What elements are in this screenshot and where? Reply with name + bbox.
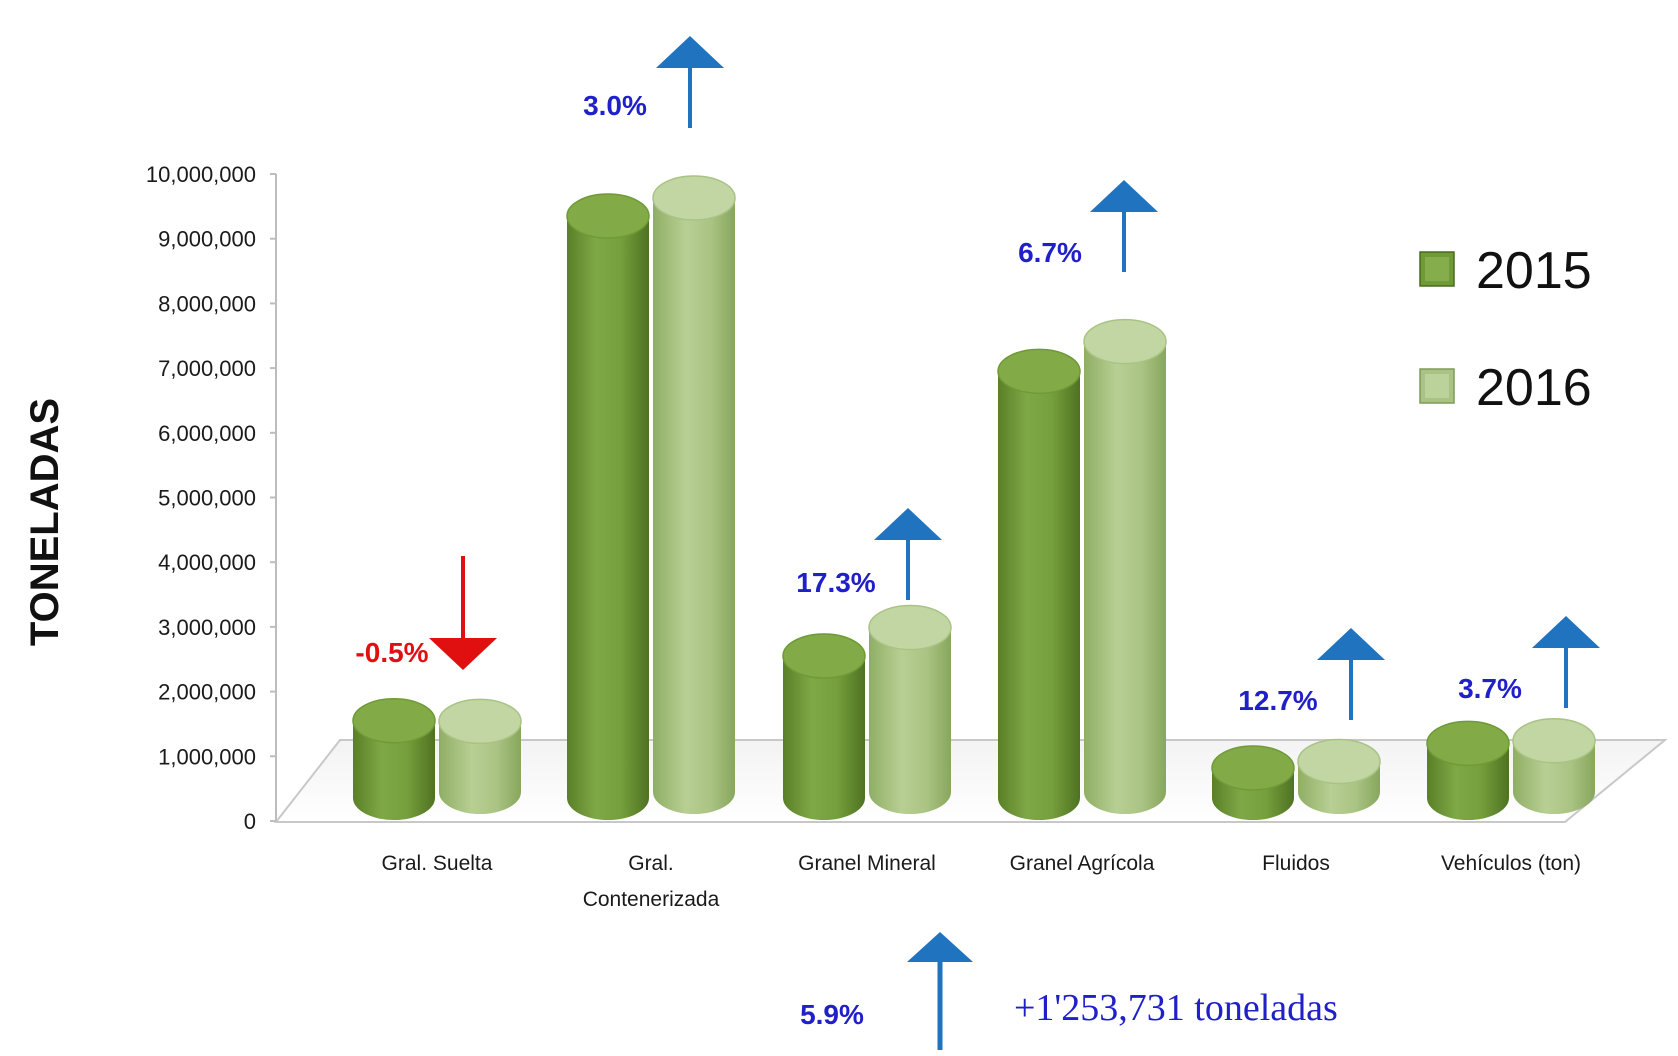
y-tick-label: 8,000,000 bbox=[158, 291, 256, 316]
x-category-label: Granel Mineral bbox=[798, 852, 936, 875]
bar-2016-0 bbox=[438, 698, 522, 814]
bar-body bbox=[653, 197, 735, 815]
bar-body bbox=[998, 371, 1080, 820]
bar-top bbox=[1512, 718, 1596, 764]
bar-top bbox=[997, 348, 1081, 395]
bar-top bbox=[1297, 738, 1381, 785]
bar-2015-2 bbox=[782, 633, 866, 820]
category-labels: Gral. Suelta Gral. Contenerizada Granel Min… bbox=[382, 852, 1581, 911]
y-tick-label: 10,000,000 bbox=[146, 162, 256, 187]
bar-2016-5 bbox=[1512, 718, 1596, 814]
increase-arrow bbox=[1090, 180, 1158, 272]
x-category-label: Fluidos bbox=[1262, 852, 1330, 875]
bar-top bbox=[1426, 720, 1510, 767]
y-tick-label: 2,000,000 bbox=[158, 680, 256, 705]
y-tick-label: 9,000,000 bbox=[158, 227, 256, 252]
bar-2016-3 bbox=[1083, 318, 1167, 814]
legend-label-2016: 2016 bbox=[1476, 359, 1592, 417]
increase-arrow bbox=[656, 36, 724, 128]
bar-2016-2 bbox=[868, 604, 952, 814]
bar-2016-4 bbox=[1297, 738, 1381, 814]
increase-arrow bbox=[874, 508, 942, 600]
bar-top bbox=[1211, 745, 1295, 791]
decrease-arrow bbox=[429, 556, 497, 670]
change-label: 6.7% bbox=[1018, 237, 1082, 268]
change-label: 3.0% bbox=[583, 90, 647, 121]
x-category-label: Gral. Suelta bbox=[382, 852, 493, 875]
change-label: -0.5% bbox=[355, 637, 428, 668]
y-tick-label: 1,000,000 bbox=[158, 744, 256, 769]
x-category-label: Vehículos (ton) bbox=[1441, 852, 1581, 875]
increase-arrow bbox=[1317, 628, 1385, 720]
change-label: 3.7% bbox=[1458, 673, 1522, 704]
y-tick-label: 4,000,000 bbox=[158, 550, 256, 575]
bars bbox=[352, 175, 1596, 820]
total-change-label: 5.9% bbox=[800, 999, 864, 1030]
y-tick-label: 0 bbox=[244, 809, 256, 834]
bar-body bbox=[439, 721, 521, 814]
bar-top bbox=[868, 604, 952, 651]
total-increase-arrow bbox=[907, 932, 973, 1050]
bar-top bbox=[1083, 318, 1167, 365]
bar-top bbox=[782, 633, 866, 679]
x-category-label: Granel Agrícola bbox=[1010, 852, 1155, 875]
total-tonnage-note: +1'253,731 toneladas bbox=[1014, 987, 1338, 1029]
bar-2015-5 bbox=[1426, 720, 1510, 820]
change-annotations: -0.5% 3.0% 17.3% 6.7% 12.7% 3.7% bbox=[355, 36, 1600, 720]
change-label: 17.3% bbox=[796, 567, 875, 598]
bar-top bbox=[652, 175, 736, 221]
y-tick-label: 3,000,000 bbox=[158, 615, 256, 640]
bar-2015-4 bbox=[1211, 745, 1295, 820]
bar-2015-0 bbox=[352, 697, 436, 820]
x-category-label: Contenerizada bbox=[583, 888, 720, 911]
change-label: 12.7% bbox=[1238, 685, 1317, 716]
increase-arrow bbox=[1532, 616, 1600, 708]
bar-top bbox=[566, 193, 650, 239]
bar-2015-1 bbox=[566, 193, 650, 820]
bar-body bbox=[1084, 341, 1166, 814]
legend: 2015 2016 bbox=[1419, 242, 1592, 417]
bar-2016-1 bbox=[652, 175, 736, 815]
legend-label-2015: 2015 bbox=[1476, 242, 1592, 300]
bar-top bbox=[438, 698, 522, 745]
y-tick-label: 7,000,000 bbox=[158, 356, 256, 381]
bar-2015-3 bbox=[997, 348, 1081, 820]
bar-body bbox=[567, 216, 649, 820]
y-axis-title: TONELADAS bbox=[23, 398, 67, 646]
y-tick-label: 5,000,000 bbox=[158, 486, 256, 511]
bar-top bbox=[352, 697, 436, 744]
total-change: 5.9% +1'253,731 toneladas bbox=[800, 932, 1338, 1050]
x-category-label: Gral. bbox=[628, 852, 674, 875]
bar-body bbox=[783, 656, 865, 820]
y-tick-label: 6,000,000 bbox=[158, 421, 256, 446]
bar-body bbox=[353, 720, 435, 820]
bar-body bbox=[869, 627, 951, 814]
y-axis: 0 1,000,000 2,000,000 3,000,000 4,000,000 5,0… bbox=[146, 162, 277, 834]
